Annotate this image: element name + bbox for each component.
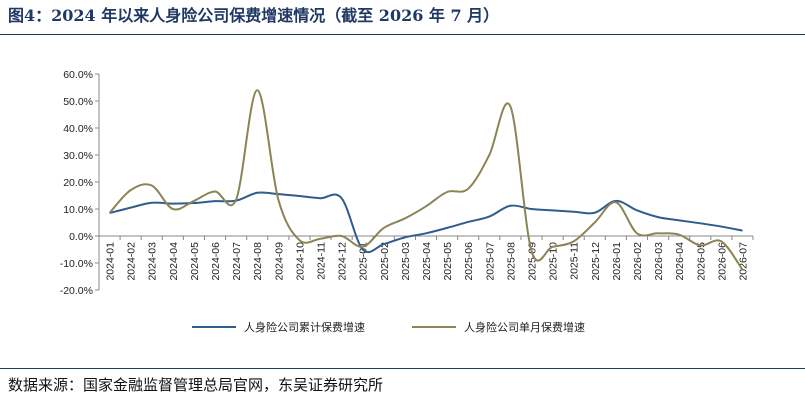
x-tick-label: 2026-01 — [611, 242, 623, 281]
chart-axes: -20.0% -10.0% 0.0% 10.0% 20.0% 30.0% 40.0% 50.0… — [60, 69, 754, 297]
y-tick-label: -20.0% — [60, 285, 93, 297]
x-tick-label: 2024-10 — [294, 242, 306, 281]
x-tick-label: 2024-06 — [210, 242, 222, 281]
x-tick-label: 2026-07 — [737, 242, 749, 281]
x-tick-label: 2024-04 — [168, 242, 180, 281]
chart-series — [108, 89, 744, 271]
x-tick-label: 2026-05 — [695, 242, 707, 281]
x-tick-label: 2026-02 — [632, 242, 644, 281]
x-tick-label: 2024-11 — [316, 242, 328, 280]
x-tick-label: 2025-03 — [400, 242, 412, 281]
y-tick-label: -10.0% — [60, 258, 93, 270]
x-tick-label: 2024-07 — [231, 242, 243, 281]
x-tick-label: 2025-08 — [505, 242, 517, 281]
y-tick-label: 30.0% — [63, 150, 93, 162]
y-tick-label: 0.0% — [69, 231, 93, 243]
x-tick-label: 2024-02 — [126, 242, 138, 281]
x-tick-label: 2026-03 — [653, 242, 665, 281]
x-tick-label: 2025-10 — [548, 242, 560, 281]
x-tick-label: 2025-09 — [526, 242, 538, 281]
x-tick-label: 2026-04 — [674, 242, 686, 281]
x-tick-label: 2024-01 — [105, 242, 117, 281]
chart-legend: 人身险公司累计保费增速 人身险公司单月保费增速 — [192, 320, 585, 334]
x-tick-label: 2024-03 — [147, 242, 159, 281]
x-tick-label: 2026-06 — [716, 242, 728, 281]
x-tick-label: 2025-05 — [442, 242, 454, 281]
legend-label: 人身险公司累计保费增速 — [244, 320, 365, 334]
x-tick-label: 2024-09 — [273, 242, 285, 281]
x-tick-label: 2025-04 — [421, 242, 433, 281]
x-tick-label: 2025-07 — [484, 242, 496, 281]
x-tick-label: 2025-01 — [358, 242, 370, 281]
x-tick-label: 2025-11 — [569, 242, 581, 280]
x-tick-label: 2025-02 — [379, 242, 391, 281]
x-tick-label: 2024-05 — [189, 242, 201, 281]
series-line-monthly — [108, 89, 744, 271]
x-tick-label: 2024-12 — [337, 242, 349, 281]
y-tick-label: 20.0% — [63, 177, 93, 189]
title-rule — [0, 34, 805, 35]
legend-label: 人身险公司单月保费增速 — [464, 320, 585, 334]
x-tick-label: 2025-12 — [590, 242, 602, 281]
series-line-cumulative — [109, 191, 743, 254]
x-tick-label: 2024-08 — [252, 242, 264, 281]
figure-title: 图4：2024 年以来人身险公司保费增速情况（截至 2026 年 7 月） — [8, 6, 500, 25]
y-tick-label: 40.0% — [63, 123, 93, 135]
x-tick-label: 2025-06 — [463, 242, 475, 281]
source-note: 数据来源：国家金融监督管理总局官网，东吴证券研究所 — [8, 376, 384, 394]
source-rule — [0, 368, 805, 369]
y-tick-label: 10.0% — [63, 204, 93, 216]
y-tick-label: 50.0% — [63, 96, 93, 108]
y-tick-label: 60.0% — [63, 69, 93, 81]
